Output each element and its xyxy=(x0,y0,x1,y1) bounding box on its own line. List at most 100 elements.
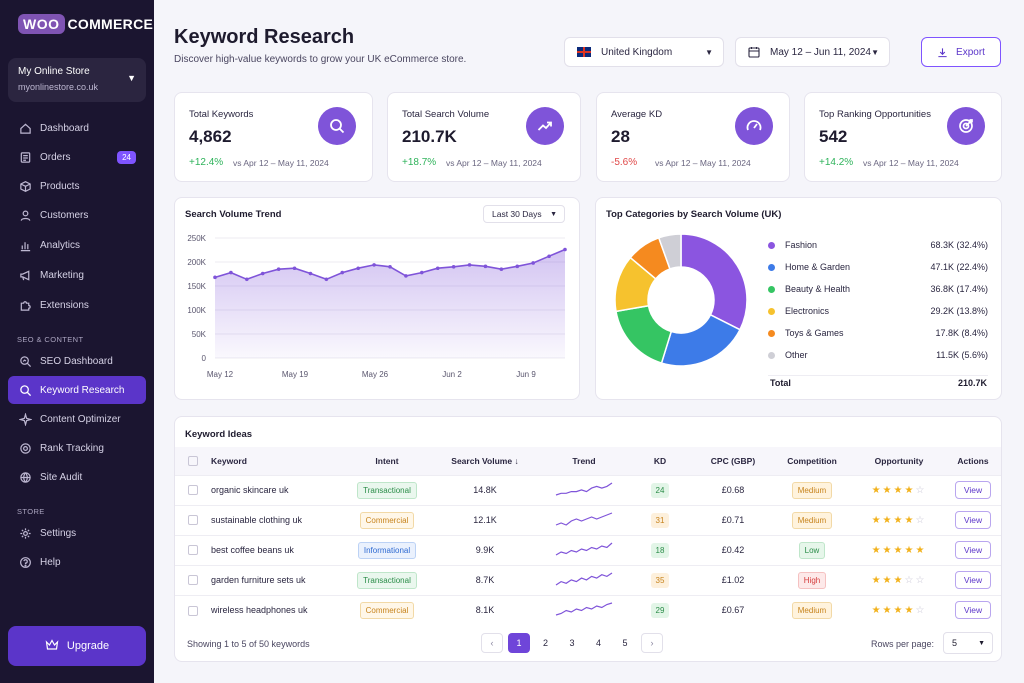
trend-sparkline xyxy=(555,542,613,556)
nav-label: Analytics xyxy=(40,239,81,251)
country-value: United Kingdom xyxy=(601,46,673,58)
nav-item-analytics[interactable]: Analytics xyxy=(8,231,146,259)
competition-cell: Medium xyxy=(771,474,853,505)
nav-item-marketing[interactable]: Marketing xyxy=(8,261,146,289)
col-cpc[interactable]: CPC (GBP) xyxy=(695,447,771,475)
page-button-3[interactable]: 3 xyxy=(569,638,575,648)
col-kd[interactable]: KD xyxy=(625,447,695,475)
nav-item-rank-tracking[interactable]: Rank Tracking xyxy=(8,434,146,462)
row-checkbox[interactable] xyxy=(188,515,198,526)
kpi-comparison: vs Apr 12 – May 11, 2024 xyxy=(446,158,542,168)
table-row[interactable]: garden furniture sets uk Transactional 8… xyxy=(175,564,1001,595)
col-competition[interactable]: Competition xyxy=(771,447,853,475)
col-intent[interactable]: Intent xyxy=(347,447,427,475)
woocommerce-logo[interactable]: WOO COMMERCE xyxy=(18,14,153,34)
trend-point xyxy=(547,254,551,259)
trend-cell xyxy=(543,594,625,625)
nav-item-settings[interactable]: Settings xyxy=(8,519,146,547)
legend-item[interactable]: Home & Garden 47.1K (22.4%) xyxy=(768,260,988,274)
store-switcher[interactable]: My Online Store myonlinestore.co.uk ▼ xyxy=(8,58,146,102)
legend-item[interactable]: Fashion 68.3K (32.4%) xyxy=(768,238,988,252)
kpi-change: +18.7% xyxy=(402,157,437,168)
prev-page-button[interactable]: ‹ xyxy=(481,633,503,653)
export-button[interactable]: Export xyxy=(921,37,1001,67)
trend-point xyxy=(308,271,313,276)
nav-item-help[interactable]: Help xyxy=(8,548,146,576)
page-button-1[interactable]: 1 xyxy=(508,633,530,653)
trend-point xyxy=(483,264,488,269)
kpi-comparison: vs Apr 12 – May 11, 2024 xyxy=(655,158,751,168)
upgrade-label: Upgrade xyxy=(66,640,110,652)
legend-item[interactable]: Other 11.5K (5.6%) xyxy=(768,348,988,362)
legend-item[interactable]: Electronics 29.2K (13.8%) xyxy=(768,304,988,318)
range-value: Last 30 Days xyxy=(492,209,542,219)
table-row[interactable]: organic skincare uk Transactional 14.8K … xyxy=(175,474,1001,505)
kd-badge: 35 xyxy=(650,572,670,588)
row-checkbox[interactable] xyxy=(188,605,198,616)
trend-range-select[interactable]: Last 30 Days ▼ xyxy=(483,205,565,223)
donut-slice-beauty-health[interactable] xyxy=(615,304,673,364)
col-keyword[interactable]: Keyword xyxy=(211,447,347,475)
nav-item-customers[interactable]: Customers xyxy=(8,201,146,229)
upgrade-button[interactable]: Upgrade xyxy=(8,626,146,666)
select-all-checkbox[interactable] xyxy=(188,456,198,467)
page-button-4[interactable]: 4 xyxy=(595,638,601,648)
table-row[interactable]: best coffee beans uk Informational 9.9K … xyxy=(175,534,1001,565)
trend-point xyxy=(356,266,360,271)
nav-item-products[interactable]: Products xyxy=(8,172,146,200)
star-filled-icon: ★ xyxy=(893,514,905,526)
nav-item-dashboard[interactable]: Dashboard xyxy=(8,114,146,142)
trend-point xyxy=(515,264,520,269)
intent-cell: Commercial xyxy=(347,504,427,535)
view-button[interactable]: View xyxy=(955,571,991,589)
table-row[interactable]: sustainable clothing uk Commercial 12.1K… xyxy=(175,504,1001,535)
nav-item-site-audit[interactable]: Site Audit xyxy=(8,463,146,491)
view-button[interactable]: View xyxy=(955,601,991,620)
opportunity-rating: ★★★☆☆ xyxy=(872,575,927,586)
caret-down-icon: ▼ xyxy=(978,639,985,647)
intent-badge: Transactional xyxy=(357,481,417,499)
category-donut-chart xyxy=(614,233,748,367)
download-icon xyxy=(937,47,948,58)
view-button[interactable]: View xyxy=(955,481,991,499)
volume-cell: 14.8K xyxy=(427,474,543,505)
nav-item-content-optimizer[interactable]: Content Optimizer xyxy=(8,405,146,433)
y-tick-label: 0 xyxy=(202,354,207,363)
row-checkbox[interactable] xyxy=(188,485,198,496)
legend-value: 47.1K (22.4%) xyxy=(930,262,988,272)
table-row[interactable]: wireless headphones uk Commercial 8.1K 2… xyxy=(175,594,1001,625)
nav-item-extensions[interactable]: Extensions xyxy=(8,291,146,319)
opportunity-rating: ★★★★☆ xyxy=(872,515,927,526)
opportunity-cell: ★★★★☆ xyxy=(853,504,945,535)
chevron-right-icon: › xyxy=(650,638,654,648)
trend-point xyxy=(467,263,472,267)
nav-item-seo-dashboard[interactable]: SEO Dashboard xyxy=(8,347,146,375)
nav-item-keyword-research[interactable]: Keyword Research xyxy=(8,376,146,404)
star-filled-icon: ★ xyxy=(893,484,905,496)
view-button[interactable]: View xyxy=(955,541,991,559)
nav-item-orders[interactable]: Orders 24 xyxy=(8,143,146,171)
col-opportunity[interactable]: Opportunity xyxy=(853,447,945,475)
competition-badge: High xyxy=(797,571,827,589)
competition-badge: Medium xyxy=(791,481,833,499)
page-button-5[interactable]: 5 xyxy=(622,638,628,648)
page-button-2[interactable]: 2 xyxy=(542,638,548,648)
view-button[interactable]: View xyxy=(955,511,991,529)
rows-per-page-select[interactable]: 5 ▼ xyxy=(943,632,993,654)
star-filled-icon: ★ xyxy=(871,514,883,526)
donut-slice-other[interactable] xyxy=(657,233,682,270)
row-checkbox[interactable] xyxy=(188,545,198,556)
globe-icon xyxy=(18,470,32,484)
legend-dot xyxy=(768,307,775,315)
donut-slice-fashion[interactable] xyxy=(680,233,748,331)
row-checkbox[interactable] xyxy=(188,575,198,586)
date-range-select[interactable]: May 12 – Jun 11, 2024 ▼ xyxy=(735,37,890,67)
legend-amount: 29.2K xyxy=(930,306,954,316)
legend-item[interactable]: Toys & Games 17.8K (8.4%) xyxy=(768,326,988,340)
next-page-button[interactable]: › xyxy=(641,633,663,653)
country-select[interactable]: United Kingdom ▼ xyxy=(564,37,724,67)
legend-item[interactable]: Beauty & Health 36.8K (17.4%) xyxy=(768,282,988,296)
col-search-volume[interactable]: Search Volume ↓ xyxy=(427,447,543,475)
row-select-cell xyxy=(175,504,211,535)
